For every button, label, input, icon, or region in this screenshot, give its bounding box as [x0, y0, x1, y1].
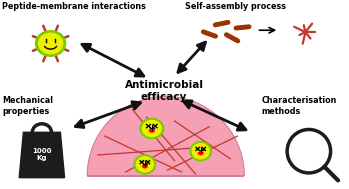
- Ellipse shape: [36, 31, 66, 56]
- Polygon shape: [19, 132, 65, 178]
- Text: Mechanical
properties: Mechanical properties: [2, 96, 53, 116]
- Ellipse shape: [39, 33, 62, 54]
- Text: +: +: [141, 160, 148, 169]
- Text: +: +: [197, 146, 204, 155]
- Ellipse shape: [190, 142, 211, 161]
- Ellipse shape: [136, 157, 153, 172]
- Ellipse shape: [134, 155, 156, 174]
- Wedge shape: [142, 165, 147, 168]
- Ellipse shape: [192, 144, 209, 159]
- Ellipse shape: [140, 119, 164, 139]
- Text: 1000
Kg: 1000 Kg: [32, 149, 52, 161]
- Text: Self-assembly process: Self-assembly process: [185, 2, 286, 11]
- Ellipse shape: [142, 120, 161, 137]
- Polygon shape: [87, 96, 244, 176]
- Text: Characterisation
methods: Characterisation methods: [262, 96, 337, 116]
- Text: +: +: [148, 124, 155, 133]
- Text: Peptide-membrane interactions: Peptide-membrane interactions: [2, 2, 146, 11]
- Wedge shape: [149, 129, 155, 132]
- Text: Antimicrobial
efficacy: Antimicrobial efficacy: [125, 80, 203, 101]
- Wedge shape: [198, 152, 203, 155]
